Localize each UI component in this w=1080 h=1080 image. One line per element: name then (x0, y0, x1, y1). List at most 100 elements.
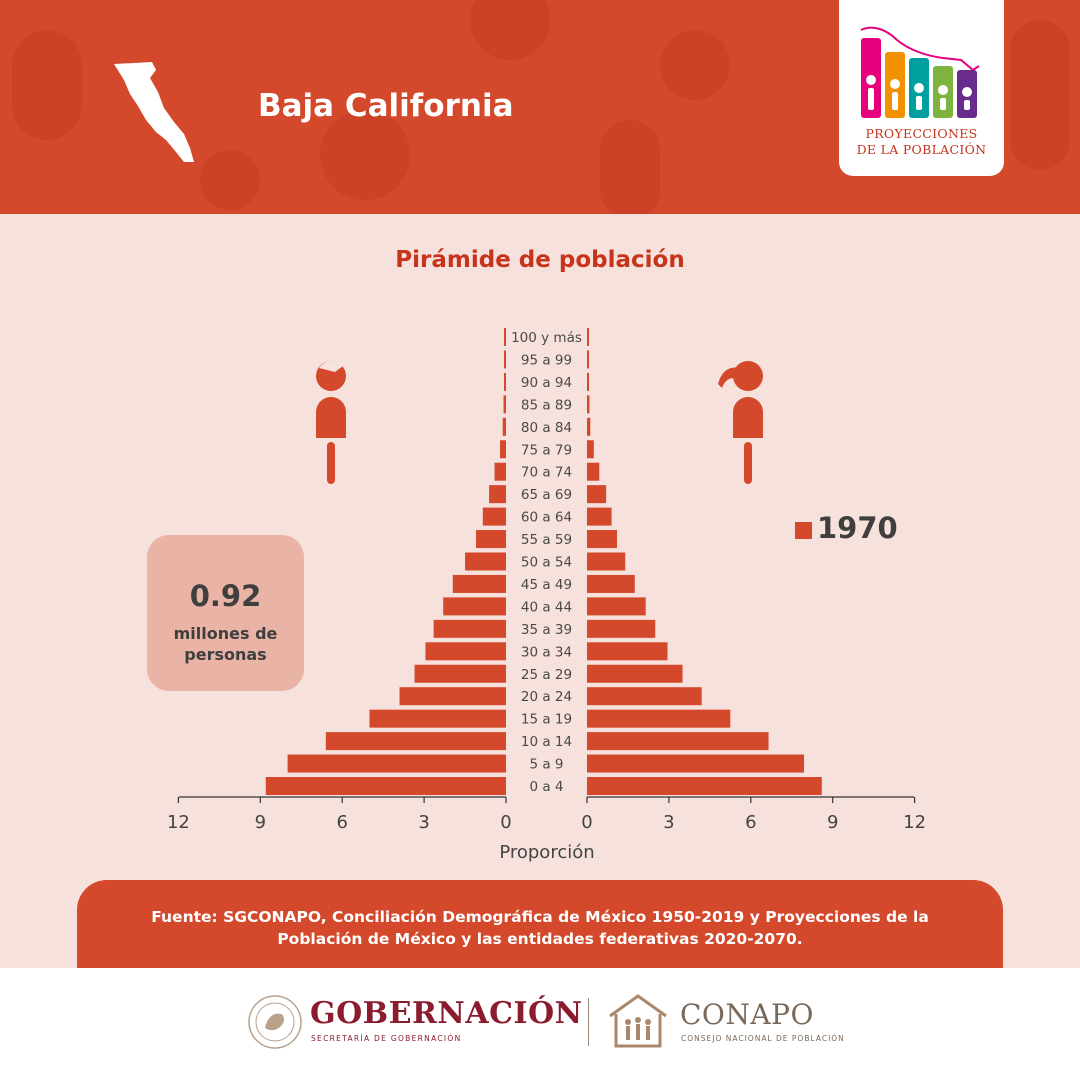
bar-female (587, 619, 656, 638)
bar-female (587, 732, 769, 751)
bar-male (452, 574, 506, 593)
background-pattern (12, 30, 82, 140)
bar-male (265, 777, 506, 795)
bar-male (325, 732, 506, 751)
bar-female (587, 507, 612, 526)
bar-female (587, 642, 668, 661)
age-group-label: 45 a 49 (521, 577, 572, 593)
bar-male (482, 507, 506, 526)
bar-male (504, 350, 506, 369)
female-icon (718, 361, 763, 484)
age-group-label: 20 a 24 (521, 689, 572, 705)
bar-female (587, 709, 731, 728)
bar-female (587, 687, 702, 706)
source-box: Fuente: SGCONAPO, Conciliación Demográfi… (77, 880, 1003, 968)
conapo-house-icon (609, 994, 667, 1048)
footer: GOBERNACIÓN SECRETARÍA DE GOBERNACIÓN CO… (0, 968, 1080, 1080)
background-pattern (200, 150, 260, 210)
gobernacion-subtitle: SECRETARÍA DE GOBERNACIÓN (311, 1034, 462, 1043)
age-group-label: 10 a 14 (521, 734, 572, 750)
background-pattern (320, 110, 410, 200)
bar-male (489, 485, 506, 504)
bar-male (475, 530, 506, 549)
background-pattern (660, 30, 730, 100)
bar-male (494, 462, 506, 481)
total-population-box: 0.92 millones de personas (147, 535, 304, 691)
bar-male (287, 754, 506, 773)
age-group-label: 65 a 69 (521, 487, 572, 503)
age-group-label: 75 a 79 (521, 442, 572, 458)
bar-male (465, 552, 506, 571)
legend-swatch (795, 522, 812, 539)
x-tick-label: 3 (663, 812, 674, 833)
age-group-label: 5 a 9 (529, 757, 563, 773)
age-group-label: 25 a 29 (521, 667, 572, 683)
bar-female (587, 552, 626, 571)
bar-male (504, 372, 506, 391)
source-text: Fuente: SGCONAPO, Conciliación Demográfi… (151, 908, 929, 948)
background-pattern (600, 120, 660, 214)
age-group-label: 0 a 4 (529, 779, 563, 795)
total-population-value: 0.92 (189, 579, 262, 613)
bar-female (587, 485, 607, 504)
bar-male (499, 440, 506, 459)
x-tick-label: 9 (827, 812, 838, 833)
x-axis-label: Proporción (499, 842, 594, 863)
age-group-label: 60 a 64 (521, 510, 572, 526)
age-group-label: 55 a 59 (521, 532, 572, 548)
x-tick-label: 12 (167, 812, 190, 833)
age-group-label: 50 a 54 (521, 555, 572, 571)
chart-title: Pirámide de población (395, 247, 685, 273)
conapo-subtitle: CONSEJO NACIONAL DE POBLACIÓN (681, 1034, 845, 1043)
bar-female (587, 372, 589, 391)
bar-female (587, 350, 589, 369)
age-group-label: 80 a 84 (521, 420, 572, 436)
baja-california-map-icon (114, 62, 194, 162)
bar-female (587, 462, 600, 481)
state-title: Baja California (258, 88, 514, 124)
total-population-label: millones de personas (173, 624, 278, 664)
x-tick-label: 0 (500, 812, 511, 833)
bar-male (504, 328, 506, 346)
age-group-label: 85 a 89 (521, 397, 572, 413)
x-tick-label: 3 (418, 812, 429, 833)
bar-male (414, 664, 506, 683)
gobernacion-name: GOBERNACIÓN (310, 996, 583, 1031)
bar-male (433, 619, 506, 638)
age-group-label: 15 a 19 (521, 712, 572, 728)
x-tick-label: 6 (745, 812, 756, 833)
bar-male (399, 687, 506, 706)
conapo-name: CONAPO (680, 998, 814, 1031)
male-icon (316, 360, 346, 484)
age-group-label: 95 a 99 (521, 352, 572, 368)
bar-male (425, 642, 506, 661)
bar-female (587, 664, 683, 683)
bar-female (587, 417, 591, 436)
footer-divider (588, 998, 589, 1046)
bar-female (587, 574, 635, 593)
age-group-label: 40 a 44 (521, 599, 572, 615)
bar-female (587, 530, 618, 549)
x-tick-label: 6 (336, 812, 347, 833)
bar-female (587, 754, 805, 773)
legend-label: 1970 (817, 511, 898, 545)
bar-male (502, 417, 506, 436)
age-group-label: 90 a 94 (521, 375, 572, 391)
age-group-label: 70 a 74 (521, 465, 572, 481)
bar-female (587, 395, 590, 414)
bar-female (587, 440, 594, 459)
bar-female (587, 777, 822, 795)
logo-text-line1: PROYECCIONES (865, 126, 978, 141)
logo-text-line2: DE LA POBLACIÓN (856, 142, 987, 157)
bar-male (369, 709, 506, 728)
proyecciones-logo: PROYECCIONES DE LA POBLACIÓN (839, 0, 1004, 176)
bar-male (443, 597, 506, 616)
age-group-label: 100 y más (511, 330, 582, 346)
bar-female (587, 597, 646, 616)
header-banner: Baja California PROYECCIONES DE LA POBLA… (0, 0, 1080, 214)
bar-male (503, 395, 506, 414)
mexico-coat-of-arms-icon (248, 995, 302, 1049)
age-group-label: 35 a 39 (521, 622, 572, 638)
x-tick-label: 9 (255, 812, 266, 833)
